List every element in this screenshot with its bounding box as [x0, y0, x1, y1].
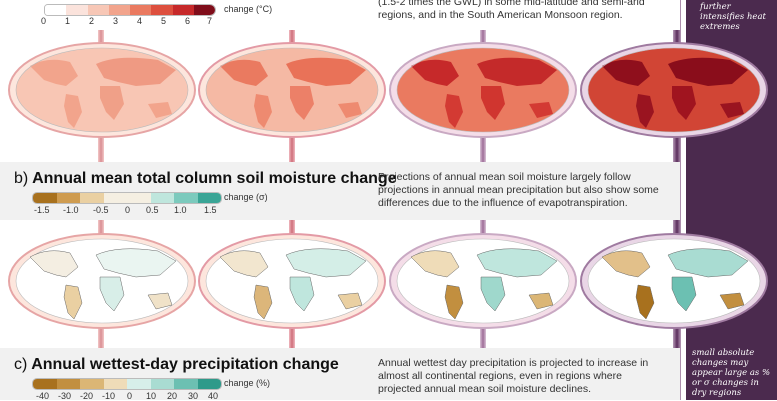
tick: 0: [127, 391, 133, 401]
panel-b-letter: b): [14, 170, 29, 187]
panel-c-title: c) Annual wettest-day precipitation chan…: [14, 356, 339, 374]
panel-c-letter: c): [14, 356, 28, 373]
tick: 1.5: [204, 205, 217, 215]
panel-c-description: Annual wettest day precipitation is proj…: [378, 357, 649, 395]
map-a-2: [198, 42, 386, 138]
world-map-svg: [389, 42, 577, 138]
panel-b-unit: change (σ): [224, 192, 268, 202]
tick: -1.5: [34, 205, 50, 215]
world-map-svg: [389, 233, 577, 329]
map-a-3: [389, 42, 577, 138]
world-map-svg: [8, 42, 196, 138]
panel-c-title-text: Annual wettest-day precipitation change: [31, 356, 339, 373]
panel-b-band: [0, 162, 680, 220]
tick: 1.0: [174, 205, 187, 215]
tick: 30: [188, 391, 199, 401]
tick: 5: [161, 16, 167, 26]
world-map-svg: [580, 42, 768, 138]
tick: 1: [65, 16, 71, 26]
panel-c-band: [0, 348, 680, 400]
tick: 10: [146, 391, 157, 401]
panel-a-colorbar: [44, 4, 216, 16]
panel-b-colorbar: [32, 192, 222, 204]
panel-a-unit: change (°C): [224, 4, 273, 14]
tick: 40: [208, 391, 219, 401]
tick: 2: [89, 16, 95, 26]
side-note-top: further intensifies heat extremes: [700, 2, 766, 32]
panel-c-unit: change (%): [224, 378, 271, 388]
tick: 3: [113, 16, 119, 26]
tick: -10: [102, 391, 116, 401]
tick: 0: [41, 16, 47, 26]
map-b-1: [8, 233, 196, 329]
map-a-4: [580, 42, 768, 138]
tick: 0: [125, 205, 131, 215]
tick: 0.5: [146, 205, 159, 215]
world-map-svg: [580, 233, 768, 329]
world-map-svg: [198, 42, 386, 138]
map-b-2: [198, 233, 386, 329]
world-map-svg: [198, 233, 386, 329]
panel-b-title-text: Annual mean total column soil moisture c…: [32, 170, 397, 187]
map-b-4: [580, 233, 768, 329]
world-map-svg: [8, 233, 196, 329]
tick: -20: [80, 391, 94, 401]
tick: 4: [137, 16, 143, 26]
side-note-bottom: small absolute changes may appear large …: [692, 348, 771, 398]
tick: 20: [167, 391, 178, 401]
panel-c-colorbar: [32, 378, 222, 390]
tick: -0.5: [93, 205, 109, 215]
tick: 6: [185, 16, 191, 26]
tick: 7: [207, 16, 213, 26]
tick: -40: [36, 391, 50, 401]
map-b-3: [389, 233, 577, 329]
tick: -1.0: [63, 205, 79, 215]
tick: -30: [58, 391, 72, 401]
map-a-1: [8, 42, 196, 138]
panel-b-title: b) Annual mean total column soil moistur…: [14, 170, 397, 188]
panel-b-description: Projections of annual mean soil moisture…: [378, 171, 659, 209]
panel-a-description: (1.5-2 times the GWL) in some mid-latitu…: [378, 0, 645, 21]
